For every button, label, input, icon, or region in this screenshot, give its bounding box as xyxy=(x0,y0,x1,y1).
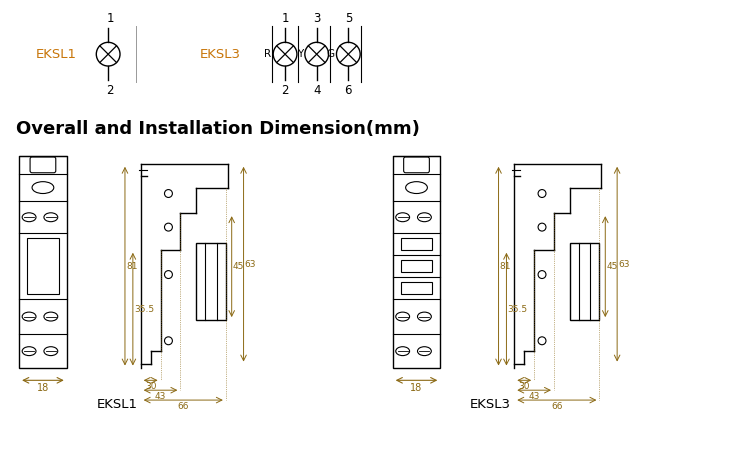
Text: EKSL3: EKSL3 xyxy=(200,48,240,61)
Text: EKSL3: EKSL3 xyxy=(470,398,512,411)
Text: 63: 63 xyxy=(618,260,629,269)
Bar xyxy=(27,238,58,294)
Text: EKSL1: EKSL1 xyxy=(97,398,137,411)
Bar xyxy=(196,243,226,320)
Text: Overall and Installation Dimension(mm): Overall and Installation Dimension(mm) xyxy=(16,120,420,138)
Bar xyxy=(400,260,432,272)
Text: 4: 4 xyxy=(313,84,320,97)
Text: 30: 30 xyxy=(145,382,157,391)
Text: 35.5: 35.5 xyxy=(134,304,154,314)
Text: Y: Y xyxy=(296,49,303,59)
Text: 1: 1 xyxy=(281,11,289,25)
Text: 43: 43 xyxy=(529,392,540,401)
Text: EKSL1: EKSL1 xyxy=(35,48,76,61)
Text: 1: 1 xyxy=(106,11,114,25)
Bar xyxy=(400,238,432,250)
Text: 63: 63 xyxy=(244,260,256,269)
Text: 2: 2 xyxy=(281,84,289,97)
Text: 18: 18 xyxy=(37,383,49,393)
Text: 45: 45 xyxy=(606,262,618,271)
Text: 6: 6 xyxy=(344,84,352,97)
Text: 18: 18 xyxy=(410,383,423,393)
Text: 3: 3 xyxy=(313,11,320,25)
Text: G: G xyxy=(326,49,334,59)
Bar xyxy=(393,156,440,369)
Text: R: R xyxy=(264,49,272,59)
Text: 81: 81 xyxy=(126,262,137,271)
Text: 66: 66 xyxy=(178,402,189,411)
Text: 45: 45 xyxy=(232,262,244,271)
Bar xyxy=(570,243,599,320)
Text: 81: 81 xyxy=(500,262,511,271)
Text: 43: 43 xyxy=(154,392,166,401)
Bar xyxy=(400,282,432,294)
Text: 30: 30 xyxy=(518,382,530,391)
Text: 5: 5 xyxy=(345,11,352,25)
Text: 2: 2 xyxy=(106,84,114,97)
Bar xyxy=(20,156,67,369)
Text: 66: 66 xyxy=(551,402,562,411)
Text: 35.5: 35.5 xyxy=(508,304,527,314)
